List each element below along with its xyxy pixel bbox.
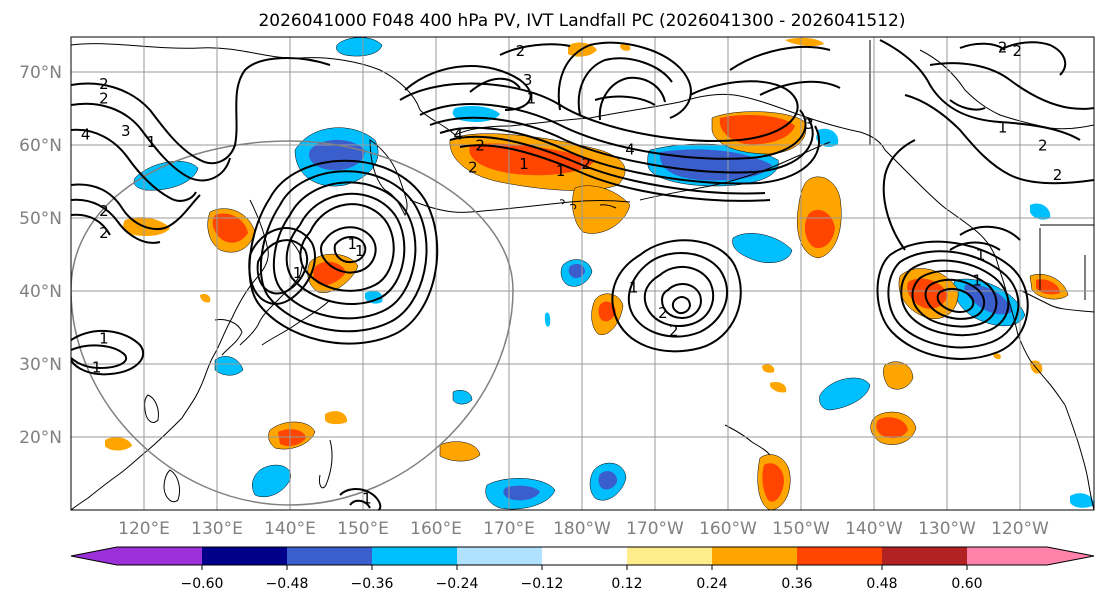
contour-label: 1 (976, 246, 986, 264)
contour-label: 2 (99, 224, 109, 242)
contour-label: 2 (475, 137, 485, 155)
colorbar-segment (457, 547, 542, 565)
contour-label: 1 (293, 264, 303, 282)
lat-label: 70°N (19, 63, 62, 83)
contour-label: 1 (972, 271, 982, 289)
latitude-labels: 70°N 60°N 50°N 40°N 30°N 20°N (19, 63, 62, 448)
colorbar-outline (70, 546, 1095, 566)
contour-label: 1 (147, 133, 157, 151)
colorbar-segment (542, 547, 627, 565)
colorbar-tick-label: 0.12 (611, 576, 642, 592)
colorbar-ticks (201, 565, 968, 570)
lon-label: 150°E (337, 519, 389, 539)
contour-label: 1 (556, 162, 566, 180)
colorbar-segment (712, 547, 797, 565)
lat-label: 50°N (19, 209, 62, 229)
colorbar-tick-label: −0.12 (521, 576, 564, 592)
lat-label: 60°N (19, 136, 62, 156)
contour-label: 1 (527, 89, 537, 107)
colorbar-segment (967, 547, 1047, 565)
colorbar-segment (71, 547, 117, 565)
contour-label: 3 (523, 71, 533, 89)
contour-label: 2 (99, 89, 109, 107)
colorbar: −0.60 −0.48 −0.36 −0.24 −0.12 0.12 0.24 … (70, 546, 1095, 592)
contour-label: 1 (355, 242, 365, 260)
colorbar-tick-label: 0.60 (951, 576, 982, 592)
colorbar-tick-label: −0.48 (266, 576, 309, 592)
lon-label: 140°W (845, 519, 903, 539)
chart-title: 2026041000 F048 400 hPa PV, IVT Landfall… (258, 11, 905, 31)
contour-label: 2 (516, 42, 526, 60)
contour-label: 1 (362, 490, 372, 508)
lon-label: 170°E (483, 519, 535, 539)
contour-label: 2 (658, 304, 668, 322)
colorbar-tick-label: −0.36 (351, 576, 394, 592)
colorbar-tick-label: 0.48 (866, 576, 897, 592)
colorbar-tick-label: 0.24 (696, 576, 727, 592)
lon-label: 130°E (191, 519, 243, 539)
colorbar-segment (797, 547, 882, 565)
gridlines (71, 37, 1094, 510)
lat-label: 20°N (19, 428, 62, 448)
lat-label: 40°N (19, 282, 62, 302)
lon-label: 150°W (772, 519, 830, 539)
lon-label: 140°E (264, 519, 316, 539)
contour-label: 2 (669, 322, 679, 340)
reference-circle (71, 140, 514, 506)
colorbar-segment (882, 547, 967, 565)
colorbar-segment (287, 547, 372, 565)
contour-label: 4 (454, 126, 464, 144)
contour-label: 1 (629, 279, 639, 297)
colorbar-segment (117, 547, 202, 565)
lon-label: 160°W (699, 519, 757, 539)
contour-label: 2 (998, 38, 1008, 56)
lon-label: 130°W (918, 519, 976, 539)
contour-label: 1 (99, 330, 109, 348)
lat-label: 30°N (19, 355, 62, 375)
contour-label: 2 (1053, 166, 1063, 184)
colorbar-tick-label: 0.36 (781, 576, 812, 592)
contour-label: 1 (92, 359, 102, 377)
colorbar-tick-label: −0.24 (436, 576, 479, 592)
colorbar-tick-label: −0.60 (181, 576, 224, 592)
longitude-labels: 120°E 130°E 140°E 150°E 160°E 170°E 180°… (118, 519, 1049, 539)
lon-label: 180°W (553, 519, 611, 539)
colorbar-segment (372, 547, 457, 565)
colorbar-segment (1047, 547, 1094, 565)
contour-label: 1 (998, 119, 1008, 137)
lon-label: 170°W (626, 519, 684, 539)
contour-label: 2 (99, 75, 109, 93)
map-frame (70, 36, 1095, 511)
contour-label: 4 (625, 140, 635, 158)
contour-label: 2 (1038, 137, 1048, 155)
lon-label: 120°E (118, 519, 170, 539)
lon-label: 160°E (410, 519, 462, 539)
contour-label: 1 (519, 155, 529, 173)
contour-label: 2 (99, 202, 109, 220)
ivt-contours (71, 39, 1094, 510)
contour-label: 3 (121, 122, 131, 140)
contour-label: 2 (581, 155, 591, 173)
contour-label: 2 (468, 159, 478, 177)
colorbar-segment (202, 547, 287, 565)
lon-label: 120°W (991, 519, 1049, 539)
contour-label: 4 (81, 126, 91, 144)
contour-label: 1 (348, 235, 358, 253)
colorbar-segment (627, 547, 712, 565)
contour-label: 2 (1013, 42, 1023, 60)
contour-label: 3 (804, 115, 814, 133)
